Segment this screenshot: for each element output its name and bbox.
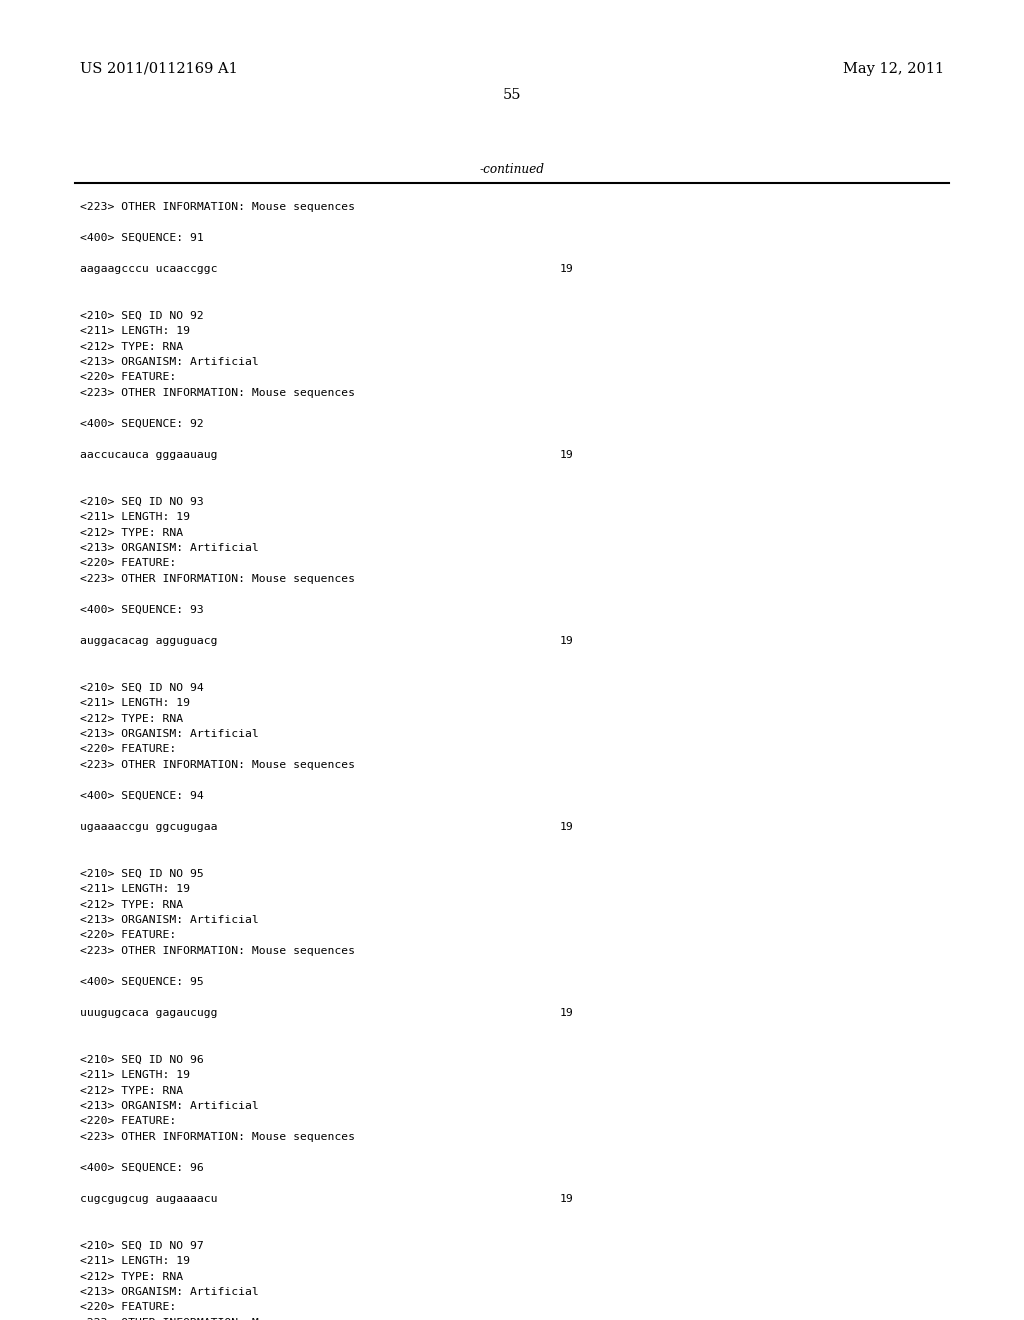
Text: <211> LENGTH: 19: <211> LENGTH: 19 (80, 326, 190, 337)
Text: <223> OTHER INFORMATION: Mouse sequences: <223> OTHER INFORMATION: Mouse sequences (80, 946, 355, 956)
Text: <400> SEQUENCE: 91: <400> SEQUENCE: 91 (80, 234, 204, 243)
Text: <223> OTHER INFORMATION: Mouse sequences: <223> OTHER INFORMATION: Mouse sequences (80, 760, 355, 770)
Text: <210> SEQ ID NO 97: <210> SEQ ID NO 97 (80, 1241, 204, 1250)
Text: <210> SEQ ID NO 95: <210> SEQ ID NO 95 (80, 869, 204, 879)
Text: <212> TYPE: RNA: <212> TYPE: RNA (80, 1271, 183, 1282)
Text: <210> SEQ ID NO 94: <210> SEQ ID NO 94 (80, 682, 204, 693)
Text: 19: 19 (560, 264, 573, 275)
Text: <213> ORGANISM: Artificial: <213> ORGANISM: Artificial (80, 543, 259, 553)
Text: <213> ORGANISM: Artificial: <213> ORGANISM: Artificial (80, 1287, 259, 1298)
Text: <400> SEQUENCE: 93: <400> SEQUENCE: 93 (80, 605, 204, 615)
Text: 19: 19 (560, 450, 573, 459)
Text: <220> FEATURE:: <220> FEATURE: (80, 558, 176, 569)
Text: 19: 19 (560, 1008, 573, 1018)
Text: <220> FEATURE:: <220> FEATURE: (80, 931, 176, 940)
Text: <211> LENGTH: 19: <211> LENGTH: 19 (80, 884, 190, 894)
Text: <220> FEATURE:: <220> FEATURE: (80, 744, 176, 755)
Text: ugaaaaccgu ggcugugaa: ugaaaaccgu ggcugugaa (80, 822, 217, 832)
Text: <213> ORGANISM: Artificial: <213> ORGANISM: Artificial (80, 356, 259, 367)
Text: aagaagcccu ucaaccggc: aagaagcccu ucaaccggc (80, 264, 217, 275)
Text: 55: 55 (503, 88, 521, 102)
Text: 19: 19 (560, 1195, 573, 1204)
Text: <212> TYPE: RNA: <212> TYPE: RNA (80, 342, 183, 351)
Text: <210> SEQ ID NO 92: <210> SEQ ID NO 92 (80, 310, 204, 321)
Text: <220> FEATURE:: <220> FEATURE: (80, 372, 176, 383)
Text: <211> LENGTH: 19: <211> LENGTH: 19 (80, 698, 190, 708)
Text: <400> SEQUENCE: 95: <400> SEQUENCE: 95 (80, 977, 204, 987)
Text: <212> TYPE: RNA: <212> TYPE: RNA (80, 528, 183, 537)
Text: -continued: -continued (479, 162, 545, 176)
Text: cugcgugcug augaaaacu: cugcgugcug augaaaacu (80, 1195, 217, 1204)
Text: US 2011/0112169 A1: US 2011/0112169 A1 (80, 62, 238, 77)
Text: <400> SEQUENCE: 94: <400> SEQUENCE: 94 (80, 791, 204, 801)
Text: <211> LENGTH: 19: <211> LENGTH: 19 (80, 1257, 190, 1266)
Text: <211> LENGTH: 19: <211> LENGTH: 19 (80, 1071, 190, 1080)
Text: <212> TYPE: RNA: <212> TYPE: RNA (80, 714, 183, 723)
Text: <220> FEATURE:: <220> FEATURE: (80, 1117, 176, 1126)
Text: <400> SEQUENCE: 96: <400> SEQUENCE: 96 (80, 1163, 204, 1173)
Text: <210> SEQ ID NO 96: <210> SEQ ID NO 96 (80, 1055, 204, 1064)
Text: <223> OTHER INFORMATION: Mouse sequences: <223> OTHER INFORMATION: Mouse sequences (80, 1317, 355, 1320)
Text: <400> SEQUENCE: 92: <400> SEQUENCE: 92 (80, 418, 204, 429)
Text: <213> ORGANISM: Artificial: <213> ORGANISM: Artificial (80, 1101, 259, 1111)
Text: <210> SEQ ID NO 93: <210> SEQ ID NO 93 (80, 496, 204, 507)
Text: <223> OTHER INFORMATION: Mouse sequences: <223> OTHER INFORMATION: Mouse sequences (80, 202, 355, 213)
Text: <212> TYPE: RNA: <212> TYPE: RNA (80, 899, 183, 909)
Text: 19: 19 (560, 822, 573, 832)
Text: 19: 19 (560, 636, 573, 645)
Text: aaccucauca gggaauaug: aaccucauca gggaauaug (80, 450, 217, 459)
Text: <220> FEATURE:: <220> FEATURE: (80, 1303, 176, 1312)
Text: <213> ORGANISM: Artificial: <213> ORGANISM: Artificial (80, 729, 259, 739)
Text: <211> LENGTH: 19: <211> LENGTH: 19 (80, 512, 190, 521)
Text: May 12, 2011: May 12, 2011 (843, 62, 944, 77)
Text: <223> OTHER INFORMATION: Mouse sequences: <223> OTHER INFORMATION: Mouse sequences (80, 388, 355, 399)
Text: auggacacag agguguacg: auggacacag agguguacg (80, 636, 217, 645)
Text: <213> ORGANISM: Artificial: <213> ORGANISM: Artificial (80, 915, 259, 925)
Text: <223> OTHER INFORMATION: Mouse sequences: <223> OTHER INFORMATION: Mouse sequences (80, 574, 355, 583)
Text: <223> OTHER INFORMATION: Mouse sequences: <223> OTHER INFORMATION: Mouse sequences (80, 1133, 355, 1142)
Text: uuugugcaca gagaucugg: uuugugcaca gagaucugg (80, 1008, 217, 1018)
Text: <212> TYPE: RNA: <212> TYPE: RNA (80, 1085, 183, 1096)
